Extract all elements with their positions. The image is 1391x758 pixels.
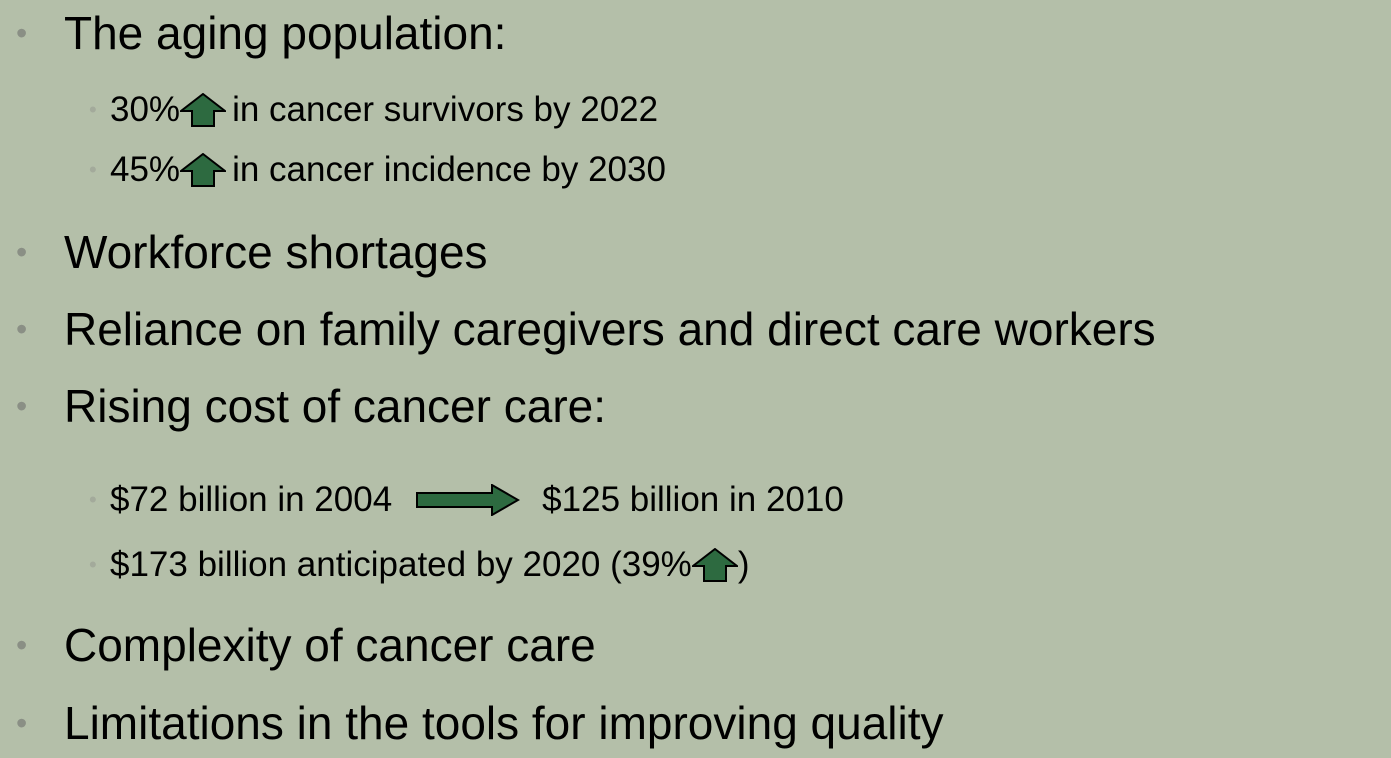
up-arrow bbox=[180, 153, 227, 187]
sub-bullet: • 30% in cancer survivors by 2022 bbox=[89, 90, 658, 130]
sub-bullet: • 45% in cancer incidence by 2030 bbox=[89, 150, 666, 190]
bullet-dot: • bbox=[16, 14, 28, 51]
sub-text: 30% bbox=[110, 90, 181, 129]
bullet-text: Complexity of cancer care bbox=[64, 619, 596, 671]
bullet-dot: • bbox=[16, 704, 28, 741]
sub-bullet: • $72 billion in 2004 $125 billion in 201… bbox=[89, 480, 844, 520]
bullet-text: Rising cost of cancer care: bbox=[64, 380, 607, 432]
bullet-dot: • bbox=[16, 310, 28, 347]
bullet: • Limitations in the tools for improving … bbox=[16, 697, 944, 749]
bullet-text: The aging population: bbox=[64, 7, 507, 59]
bullet-dot: • bbox=[89, 157, 97, 182]
bullet-dot: • bbox=[16, 626, 28, 663]
bullet-dot: • bbox=[16, 233, 28, 270]
sub-text: $173 billion anticipated by 2020 (39% bbox=[110, 545, 692, 584]
bullet-dot: • bbox=[89, 487, 97, 512]
sub-text: ) bbox=[737, 545, 750, 584]
bullet-dot: • bbox=[16, 387, 28, 424]
bullet: • Reliance on family caregivers and direc… bbox=[16, 303, 1156, 355]
up-arrow bbox=[180, 93, 227, 127]
sub-text: in cancer incidence by 2030 bbox=[232, 150, 666, 189]
bullet-text: Limitations in the tools for improving q… bbox=[64, 697, 944, 749]
sub-text: $72 billion in 2004 bbox=[110, 480, 393, 519]
bullet: • Complexity of cancer care bbox=[16, 619, 596, 671]
bullet-dot: • bbox=[89, 552, 97, 577]
sub-text: 45% bbox=[110, 150, 181, 189]
sub-text: in cancer survivors by 2022 bbox=[232, 90, 659, 129]
sub-text: $125 billion in 2010 bbox=[542, 480, 844, 519]
right-arrow bbox=[416, 484, 521, 516]
up-arrow bbox=[691, 548, 738, 582]
bullet: • Workforce shortages bbox=[16, 226, 488, 278]
sub-bullet: • $173 billion anticipated by 2020 (39% ) bbox=[89, 545, 749, 585]
bullet-text: Workforce shortages bbox=[64, 226, 488, 278]
bullet: • Rising cost of cancer care: bbox=[16, 380, 607, 432]
bullet: • The aging population: bbox=[16, 7, 507, 59]
bullet-dot: • bbox=[89, 97, 97, 122]
bullet-text: Reliance on family caregivers and direct… bbox=[64, 303, 1156, 355]
